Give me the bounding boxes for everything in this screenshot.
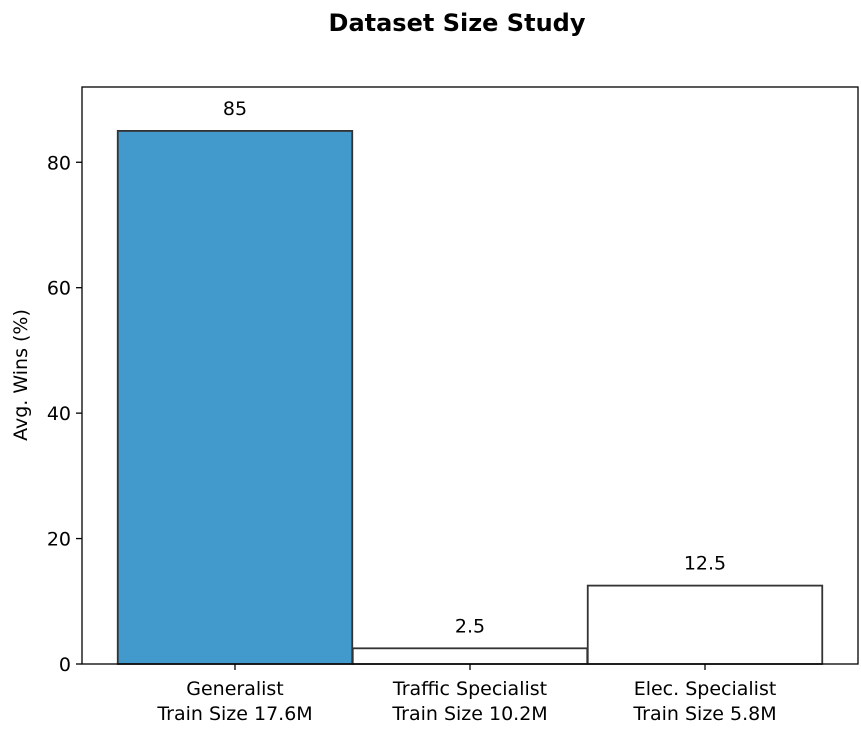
- chart-title: Dataset Size Study: [329, 9, 586, 37]
- y-tick-label: 20: [47, 529, 71, 551]
- y-axis-ticks: 0 20 40 60 80: [47, 152, 82, 676]
- x-tick-label: Train Size 17.6M: [156, 703, 312, 725]
- y-tick-label: 40: [47, 403, 71, 425]
- x-tick-label: Traffic Specialist: [392, 678, 547, 700]
- bar: [116, 130, 354, 665]
- y-tick-label: 80: [47, 152, 71, 174]
- bar: [586, 584, 824, 665]
- bars-group: [116, 130, 824, 665]
- data-label: 2.5: [455, 615, 485, 637]
- x-tick-label: Train Size 10.2M: [391, 703, 547, 725]
- bar: [351, 647, 589, 665]
- y-axis-label: Avg. Wins (%): [10, 309, 32, 441]
- x-axis-ticks: Generalist Train Size 17.6M Traffic Specia…: [156, 664, 777, 725]
- y-tick-label: 0: [59, 654, 71, 676]
- plot-area-frame: [81, 86, 859, 665]
- x-tick-label: Train Size 5.8M: [632, 703, 776, 725]
- x-tick-label: Generalist: [186, 678, 284, 700]
- x-tick-label: Elec. Specialist: [634, 678, 777, 700]
- y-tick-label: 60: [47, 278, 71, 300]
- data-labels-group: 85 2.5 12.5: [223, 98, 726, 637]
- data-label: 12.5: [684, 553, 726, 575]
- data-label: 85: [223, 98, 247, 120]
